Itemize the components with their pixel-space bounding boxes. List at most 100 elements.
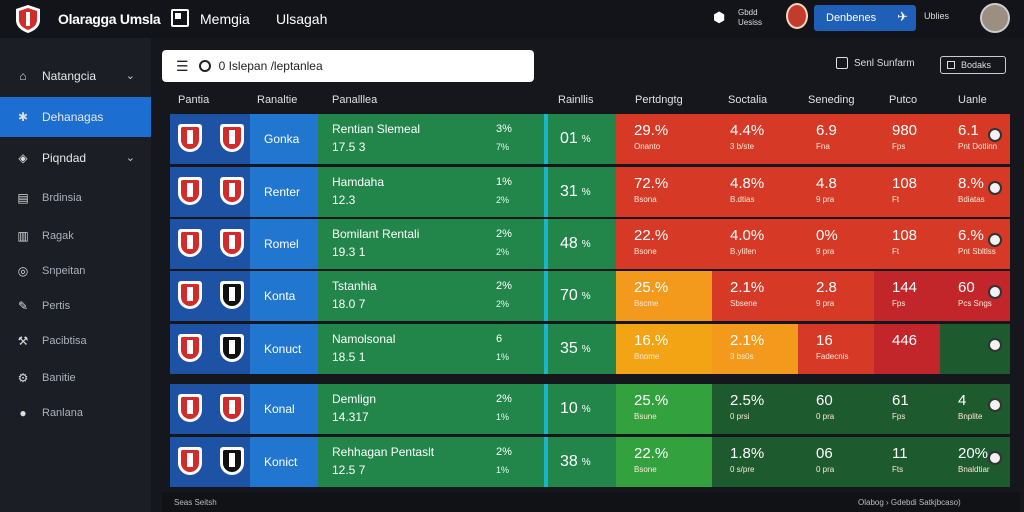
stat-value: 980 [892,122,918,139]
team-cell[interactable]: Konuct [250,324,318,374]
player-cell[interactable]: Hamdaha 12.3 1% 2% [318,167,544,217]
team-crest-cell [212,437,250,487]
stat-cell: 108 Ft [874,219,940,269]
team-cell[interactable]: Renter [250,167,318,217]
stat-value: 108 [892,175,918,192]
sidebar-item-grid[interactable]: ▤ Brdinsia [0,178,151,218]
home-icon: ⌂ [19,69,27,83]
grid-icon: ▤ [17,191,29,205]
player-cell[interactable]: Tstanhia 18.0 7 2% 2% [318,271,544,321]
stat-cell: 6.1 Pnt Dotlinn [940,114,1010,164]
pin-icon[interactable]: ⬢ [713,9,726,25]
team-cell[interactable]: Gonka [250,114,318,164]
pct-top: 2% [496,228,512,240]
sort-control[interactable]: Senl Sunfarm [836,57,915,69]
sort-icon [836,57,848,69]
sidebar-item-tags[interactable]: ◈ Piqndad ⌄ [0,138,151,178]
player-cell[interactable]: Namolsonal 18.5 1 6 1% [318,324,544,374]
badge-icon[interactable] [988,285,1002,299]
rank-cell: 38% [548,437,616,487]
sidebar-item-chart[interactable]: ▥ Ragak [0,216,151,256]
table-row[interactable]: Romel Bomilant Rentali 19.3 1 2% 2% 48% 22.% Bs… [170,219,1010,269]
badge-icon[interactable] [988,128,1002,142]
column-header[interactable]: Rainllis [558,94,594,106]
player-cell[interactable]: Demlign 14.317 2% 1% [318,384,544,434]
team-cell[interactable]: Konal [250,384,318,434]
stat-sub: Bsona [634,195,657,204]
stat-cell: 22.% Bsone [616,219,712,269]
player-cell[interactable]: Rentian Slemeal 17.5 3 3% 7% [318,114,544,164]
sidebar-item-misc[interactable]: ● Ranlana [0,393,151,433]
badge-icon[interactable] [988,181,1002,195]
column-header[interactable]: Seneding [808,94,855,106]
stat-value: 0% [816,227,838,244]
player-number: 17.5 3 [332,140,366,154]
player-name: Tstanhia [332,279,377,293]
column-header[interactable]: Pantia [178,94,210,106]
stat-sub: Pcs Sngs [958,299,992,308]
sidebar-item-tools[interactable]: ⚒ Pacibtisa [0,321,151,361]
stat-value: 60 [816,392,833,409]
column-header[interactable]: Panalllea [332,94,378,106]
status-line-1: Gbdd [738,8,758,17]
table-row[interactable]: Konal Demlign 14.317 2% 1% 10% 25.% Bsune 2.5% 0 … [170,384,1010,434]
user-avatar[interactable] [980,3,1010,33]
column-header[interactable]: Ranaltie [257,94,298,106]
shield-icon [220,124,244,152]
stat-value: 144 [892,279,918,296]
table-row[interactable]: Renter Hamdaha 12.3 1% 2% 31% 72.% Bsona 4.8% B.d… [170,167,1010,217]
stat-sub: Pnt Dotlinn [958,142,998,151]
team-cell[interactable]: Konta [250,271,318,321]
window-icon[interactable] [171,9,189,27]
mascot-icon[interactable] [786,3,808,29]
primary-button[interactable]: Denbenes ✈ [814,5,916,31]
player-name: Demlign [332,392,377,406]
column-header[interactable]: Pertdngtg [635,94,683,106]
search-input[interactable]: ☰ 0 Islepan /leptanlea [162,50,534,82]
menu-icon[interactable]: ☰ [176,57,189,74]
player-number: 18.5 1 [332,350,366,364]
stat-cell: 4.8% B.dtias [712,167,798,217]
stat-value: 4 [958,392,967,409]
table-row[interactable]: Gonka Rentian Slemeal 17.5 3 3% 7% 01% 29.% Ona… [170,114,1010,164]
stat-value: 22.% [634,445,669,462]
nav-link-2[interactable]: Ulsagah [276,11,328,27]
footer-right[interactable]: Olabog › Gdebdi Satkjbcaso) [858,498,961,507]
stat-cell: 25.% Bsune [616,384,712,434]
sidebar-item-pen[interactable]: ✎ Pertis [0,286,151,326]
filter-button[interactable]: Bodaks [940,56,1006,74]
sidebar-item-target[interactable]: ◎ Snpeitan [0,251,151,291]
stat-cell: 06 0 pra [798,437,874,487]
stat-value: 2.1% [730,279,765,296]
table-header: Pantia Ranaltie Panalllea Rainllis Pertd… [170,94,1012,112]
badge-icon[interactable] [988,398,1002,412]
stat-cell: 72.% Bsona [616,167,712,217]
sidebar-item-dashboard[interactable]: ✱ Dehanagas [0,97,151,137]
shield-icon [178,334,202,362]
badge-icon[interactable] [988,451,1002,465]
column-header[interactable]: Putco [889,94,918,106]
stat-value: 16.% [634,332,669,349]
stat-sub: Fps [892,412,906,421]
table-row[interactable]: Konict Rehhagan Pentaslt 12.5 7 2% 1% 38% 22.%… [170,437,1010,487]
stat-value: 446 [892,332,918,349]
table-row[interactable]: Konta Tstanhia 18.0 7 2% 2% 70% 25.% Bscme 2.1% S… [170,271,1010,321]
column-header[interactable]: Soctalia [728,94,768,106]
table-row[interactable]: Konuct Namolsonal 18.5 1 6 1% 35% 16.% Bnome 2.1… [170,324,1010,374]
sidebar-item-home[interactable]: ⌂ Natangcia ⌄ [0,56,151,96]
team-cell[interactable]: Konict [250,437,318,487]
badge-icon[interactable] [988,233,1002,247]
badge-icon[interactable] [988,338,1002,352]
sidebar-item-settings[interactable]: ⚙ Banitie [0,358,151,398]
rank-unit: % [581,186,591,198]
top-bar: Olaragga Umsla Memgia Ulsagah ⬢ Gbdd Ues… [0,0,1024,38]
player-cell[interactable]: Rehhagan Pentaslt 12.5 7 2% 1% [318,437,544,487]
pct-bottom: 2% [496,247,510,257]
stat-cell: 61 Fps [874,384,940,434]
app-logo[interactable] [14,4,42,34]
team-cell[interactable]: Romel [250,219,318,269]
nav-link-1[interactable]: Memgia [200,11,250,27]
column-header[interactable]: Uanle [958,94,987,106]
user-label[interactable]: Ublies [924,11,950,21]
player-cell[interactable]: Bomilant Rentali 19.3 1 2% 2% [318,219,544,269]
